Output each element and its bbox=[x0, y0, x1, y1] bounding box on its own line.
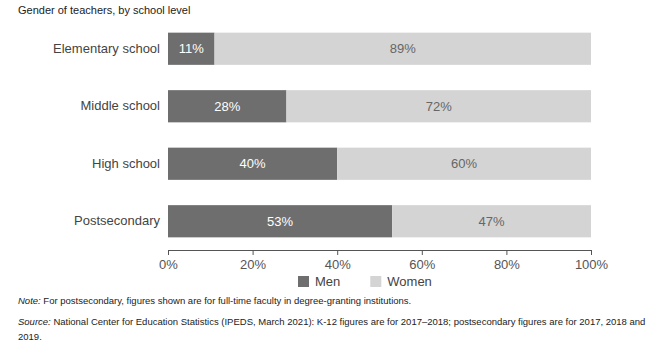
data-label: 28% bbox=[214, 99, 240, 114]
data-label: 89% bbox=[390, 41, 416, 56]
source: 2019. bbox=[18, 331, 42, 342]
chart: Gender of teachers, by school level 11% 28… bbox=[0, 0, 650, 356]
title: Gender of teachers, by school level bbox=[18, 4, 190, 16]
legend: Men Women bbox=[298, 274, 432, 289]
y-axis: Elementary school Middle school High schoo… bbox=[53, 41, 162, 229]
x-tick-mark bbox=[591, 250, 592, 255]
y-tick: Elementary school bbox=[53, 41, 162, 56]
x-tick-label: 0% bbox=[159, 257, 178, 272]
x-tick: 20% bbox=[240, 250, 266, 272]
x-tick-mark bbox=[253, 250, 254, 255]
source: Source: National Center for Education St… bbox=[18, 316, 645, 327]
source-label: Source: bbox=[18, 316, 51, 327]
x-tick: 80% bbox=[494, 250, 520, 272]
data-label: 72% bbox=[426, 99, 452, 114]
x-tick-mark bbox=[337, 250, 338, 255]
bar-segment bbox=[168, 33, 215, 65]
source-text: National Center for Education Statistics… bbox=[51, 316, 646, 327]
x-tick-label: 80% bbox=[494, 257, 520, 272]
x-axis: 0% 20% 40% 60% 80% 100% bbox=[159, 250, 608, 272]
data-label: 11% bbox=[179, 41, 204, 56]
legend-item: Men bbox=[298, 274, 340, 289]
legend-item: Women bbox=[370, 274, 432, 289]
note: Note: For postsecondary, figures shown a… bbox=[18, 295, 411, 306]
category-label: High school bbox=[92, 156, 160, 171]
category-label: Middle school bbox=[81, 98, 161, 113]
x-tick: 60% bbox=[409, 250, 435, 272]
x-tick-label: 60% bbox=[409, 257, 435, 272]
legend-label: Women bbox=[387, 274, 432, 289]
bar-segment bbox=[337, 148, 591, 180]
legend-label: Men bbox=[315, 274, 340, 289]
x-tick-mark bbox=[168, 250, 169, 255]
x-tick: 0% bbox=[159, 250, 178, 272]
category-label: Postsecondary bbox=[74, 213, 160, 228]
bar-segment bbox=[392, 205, 591, 237]
x-tick-label: 20% bbox=[240, 257, 266, 272]
data-label: 40% bbox=[240, 156, 266, 171]
x-tick-mark bbox=[422, 250, 423, 255]
x-tick: 40% bbox=[325, 250, 351, 272]
y-tick: Middle school bbox=[81, 98, 163, 113]
legend-swatch bbox=[370, 276, 381, 287]
data-label: 47% bbox=[479, 214, 505, 229]
x-tick-mark bbox=[506, 250, 507, 255]
bars bbox=[168, 33, 591, 238]
note-text: For postsecondary, figures shown are for… bbox=[41, 295, 412, 306]
bar-segment bbox=[286, 90, 591, 122]
bar-segment bbox=[168, 205, 392, 237]
data-label: 53% bbox=[267, 214, 293, 229]
legend-swatch bbox=[298, 276, 309, 287]
y-tick: High school bbox=[92, 156, 162, 171]
x-tick: 100% bbox=[575, 250, 609, 272]
y-tick: Postsecondary bbox=[74, 213, 162, 228]
x-tick-label: 40% bbox=[325, 257, 351, 272]
source-text: 2019. bbox=[18, 331, 42, 342]
bar-segment bbox=[168, 148, 337, 180]
x-axis-line bbox=[169, 251, 592, 256]
data-label: 60% bbox=[451, 156, 477, 171]
category-label: Elementary school bbox=[53, 41, 160, 56]
bar-segment bbox=[215, 33, 591, 65]
data-labels: 11% 28% 40% 53% 89% 72% 60% 47% bbox=[179, 41, 505, 229]
x-tick-label: 100% bbox=[575, 257, 609, 272]
bar-segment bbox=[168, 90, 286, 122]
note-label: Note: bbox=[18, 295, 41, 306]
